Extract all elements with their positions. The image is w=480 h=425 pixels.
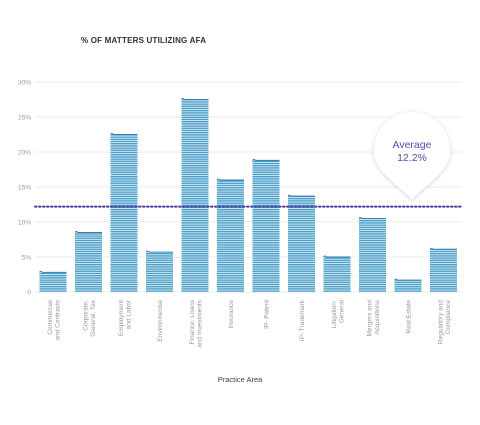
bar	[217, 180, 244, 292]
bar	[146, 252, 173, 292]
bar-cap	[358, 217, 386, 219]
bar	[75, 232, 102, 292]
x-tick-label-line: Acquisitions	[374, 299, 381, 334]
x-tick-label: Finance, Loans and Investments	[189, 299, 204, 347]
y-tick-label: 20%	[18, 150, 31, 157]
y-tick-label: 0	[27, 290, 31, 297]
bar-cap	[145, 250, 173, 253]
average-label: Average	[393, 139, 432, 151]
x-tick-label-line: Compliance	[445, 300, 452, 335]
x-tick-label-line: General	[338, 299, 345, 323]
bar-cap	[110, 133, 138, 135]
bar-cap	[74, 231, 102, 233]
x-tick-label-line: Finance, Loans	[189, 299, 196, 344]
y-tick-label: 10%	[18, 220, 31, 227]
y-tick-label: 30%	[18, 80, 31, 87]
bar-cap	[429, 247, 457, 250]
x-tick-label: Regulatory and Compliance	[437, 300, 452, 344]
bar-cap	[394, 278, 422, 281]
bar-cap	[39, 270, 67, 273]
bar	[181, 99, 209, 292]
x-tick-label: Corporate, General, Tax	[82, 299, 97, 336]
x-tick-label-line: Regulatory and	[437, 300, 444, 344]
x-tick-label: Environmental	[157, 299, 164, 341]
x-tick-label-line: and Labor	[125, 299, 132, 329]
x-tick-label-line: Insurance	[228, 300, 235, 329]
x-tick-label-line: General, Tax	[90, 299, 97, 336]
average-value: 12.2%	[397, 152, 427, 164]
y-axis-ticks: 0 5% 10% 15% 20% 25% 30%	[18, 80, 31, 297]
x-tick-label-line: and Investments	[196, 299, 203, 347]
x-tick-label-line: Employment	[118, 300, 125, 336]
bar-cap	[323, 255, 351, 258]
bars	[39, 98, 457, 292]
bar	[323, 257, 351, 292]
x-tick-label-line: Commercial	[47, 299, 54, 334]
y-tick-label: 15%	[18, 185, 31, 192]
x-tick-label-line: and Contracts	[54, 299, 61, 340]
chart-title: % OF MATTERS UTILIZING AFA	[81, 36, 207, 45]
bar-cap	[252, 158, 280, 161]
x-tick-label-line: Environmental	[157, 299, 164, 341]
x-tick-label-line: Litigation-	[331, 300, 338, 328]
bar	[430, 249, 457, 292]
x-tick-label-line: IP- Trademark	[299, 299, 306, 341]
x-tick-label: Mergers and Acquisitions	[366, 299, 381, 336]
x-axis-title: Practice Area	[217, 375, 263, 384]
bar-cap	[287, 194, 315, 197]
x-tick-label-line: IP- Patent	[264, 300, 271, 329]
x-axis-ticks: Commercial and Contracts Corporate, General…	[47, 299, 452, 348]
bar	[110, 134, 138, 292]
bar	[252, 160, 280, 292]
x-tick-label: Litigation- General	[331, 299, 346, 328]
bar-cap	[181, 98, 209, 100]
y-tick-label: 25%	[18, 115, 31, 122]
bar-cap	[216, 178, 244, 181]
x-tick-label-line: Real Estate	[406, 300, 413, 334]
bar	[288, 196, 315, 292]
x-tick-label: Employment and Labor	[118, 299, 133, 336]
bar	[39, 272, 67, 292]
x-tick-label-line: Corporate,	[82, 300, 89, 331]
x-tick-label: Commercial and Contracts	[47, 299, 62, 340]
bar	[359, 218, 386, 292]
y-tick-label: 5%	[22, 255, 32, 262]
bar	[394, 280, 422, 292]
average-callout	[373, 112, 451, 200]
x-tick-label-line: Mergers and	[366, 300, 373, 337]
x-tick-label: Insurance	[228, 300, 235, 329]
x-tick-label: IP- Patent	[264, 300, 271, 329]
x-tick-label: Real Estate	[406, 300, 413, 334]
x-tick-label: IP- Trademark	[299, 299, 306, 341]
